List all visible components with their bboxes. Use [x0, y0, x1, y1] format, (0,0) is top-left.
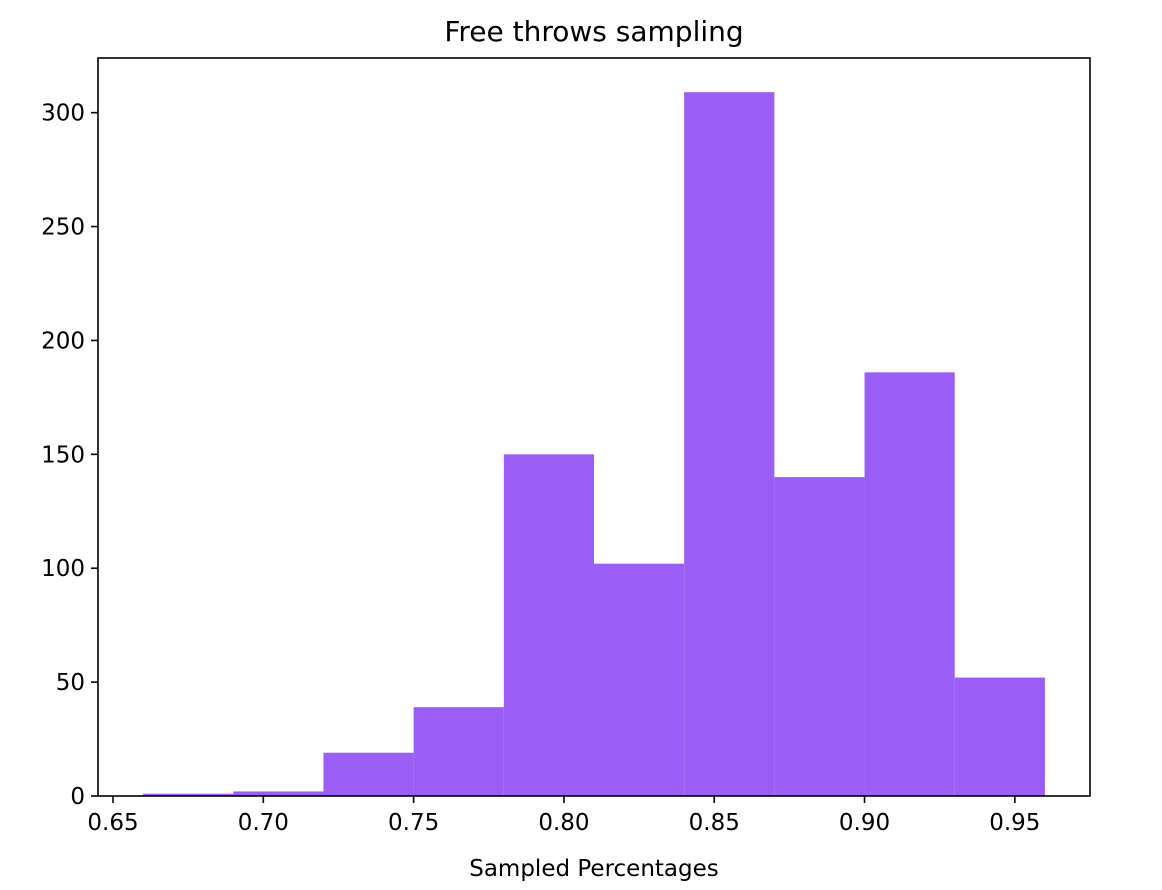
y-tick-label: 300: [41, 101, 85, 127]
x-tick-label: 0.70: [238, 810, 289, 836]
histogram-bar-7: [684, 92, 775, 797]
histogram-bar-2: [233, 791, 324, 796]
y-axis-ticks: 0 50 100 150 200 250 300: [41, 101, 98, 810]
chart-title: Free throws sampling: [444, 15, 743, 48]
histogram-bars: [143, 92, 1045, 797]
y-tick-label: 150: [41, 442, 85, 468]
histogram-bar-9: [864, 372, 955, 796]
x-tick-label: 0.85: [689, 810, 740, 836]
y-tick-label: 0: [70, 784, 85, 810]
x-tick-label: 0.90: [839, 810, 890, 836]
y-tick-label: 100: [41, 556, 85, 582]
x-axis-ticks: 0.65 0.70 0.75 0.80 0.85 0.90 0.95: [87, 796, 1040, 836]
x-tick-label: 0.65: [87, 810, 138, 836]
x-tick-label: 0.95: [989, 810, 1040, 836]
y-tick-label: 50: [56, 670, 85, 696]
histogram-bar-3: [323, 752, 414, 796]
plot-frame: [97, 57, 1091, 797]
histogram-bar-10: [954, 677, 1045, 796]
histogram-bar-5: [503, 454, 594, 796]
y-tick-label: 250: [41, 215, 85, 241]
histogram-bar-8: [774, 477, 865, 796]
histogram-bar-1: [143, 793, 234, 796]
y-tick-label: 200: [41, 328, 85, 354]
histogram-bar-6: [594, 563, 685, 796]
histogram-bar-4: [413, 707, 504, 796]
x-tick-label: 0.80: [538, 810, 589, 836]
x-tick-label: 0.75: [388, 810, 439, 836]
x-axis-label: Sampled Percentages: [469, 856, 719, 882]
